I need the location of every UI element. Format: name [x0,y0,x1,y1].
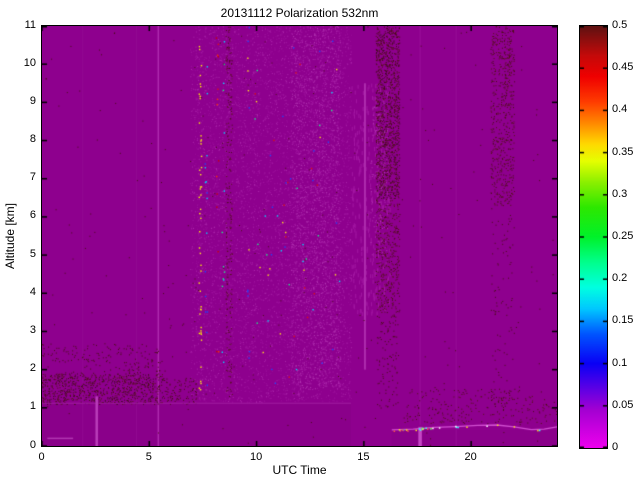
y-tick-label: 9 [29,94,36,107]
y-tick-label: 5 [29,247,36,260]
x-tick-label: 5 [145,451,152,463]
y-tick-label: 10 [23,56,36,69]
colorbar-canvas [580,26,607,448]
colorbar-tick-label: 0.3 [612,187,628,200]
colorbar-tick-label: 0 [612,441,619,453]
colorbar [579,25,608,449]
y-tick-label: 3 [29,323,36,336]
colorbar-tick-label: 0.5 [612,19,628,31]
plot-title: 20131112 Polarization 532nm [220,6,379,20]
x-tick-label: 15 [357,451,370,463]
x-tick-label: 0 [38,451,45,463]
y-tick-label: 11 [24,18,36,31]
x-tick-label: 20 [464,451,477,463]
colorbar-tick-label: 0.1 [612,356,628,369]
heatmap-canvas [42,26,557,446]
colorbar-tick-label: 0.25 [612,230,634,242]
x-axis-label: UTC Time [272,463,327,477]
colorbar-tick-label: 0.05 [612,398,634,411]
colorbar-tick-label: 0.15 [612,314,634,327]
colorbar-tick-label: 0.35 [612,145,634,158]
y-tick-label: 1 [29,400,36,413]
y-tick-label: 0 [29,438,36,451]
colorbar-tick-label: 0.4 [612,103,628,116]
colorbar-tick-label: 0.2 [612,272,628,285]
plot-area [41,25,558,447]
y-tick-label: 7 [29,171,36,184]
colorbar-tick-label: 0.45 [612,61,634,74]
y-tick-label: 6 [29,209,36,222]
y-tick-label: 8 [29,133,36,146]
y-tick-label: 4 [29,285,36,298]
y-tick-label: 2 [29,362,36,375]
x-tick-label: 10 [249,451,263,463]
